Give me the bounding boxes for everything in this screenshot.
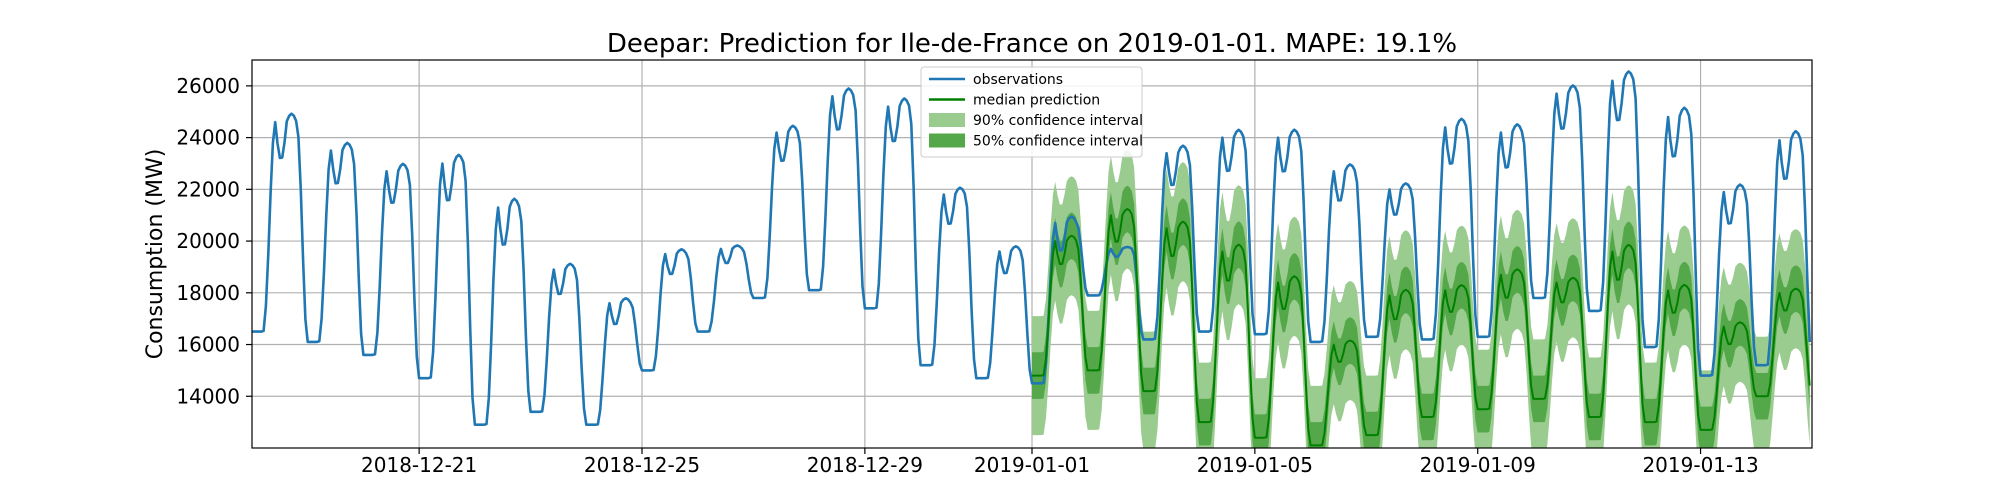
x-tick-label: 2018-12-25 xyxy=(584,453,700,477)
confidence-bands xyxy=(1032,149,1810,448)
legend-label: 50% confidence interval xyxy=(973,134,1143,150)
x-tick-label: 2018-12-29 xyxy=(807,453,923,477)
y-tick-label: 14000 xyxy=(176,384,240,408)
legend-patch-swatch xyxy=(929,113,965,127)
legend-patch-swatch xyxy=(929,133,965,148)
y-tick-label: 22000 xyxy=(176,177,240,201)
legend-label: median prediction xyxy=(973,93,1100,109)
x-tick-label: 2019-01-01 xyxy=(974,453,1090,477)
x-tick-label: 2018-12-21 xyxy=(361,453,477,477)
legend-label: observations xyxy=(973,72,1063,88)
ci90-band xyxy=(1032,149,1810,448)
legend-label: 90% confidence interval xyxy=(973,113,1143,129)
chart-title: Deepar: Prediction for Ile-de-France on … xyxy=(607,29,1457,59)
y-tick-label: 20000 xyxy=(176,229,240,253)
observations-line xyxy=(252,70,1811,426)
legend: observations median prediction 90% confide… xyxy=(920,66,1143,158)
x-tick-label: 2019-01-09 xyxy=(1420,453,1536,477)
ci50-band xyxy=(1032,185,1810,448)
y-tick-label: 24000 xyxy=(176,126,240,150)
y-tick-label: 16000 xyxy=(176,333,240,357)
legend-box xyxy=(920,66,1143,158)
x-tick-label: 2019-01-13 xyxy=(1642,453,1758,477)
y-tick-label: 18000 xyxy=(176,281,240,305)
median-prediction-line xyxy=(1032,208,1811,447)
x-tick-label: 2019-01-05 xyxy=(1197,453,1313,477)
series-lines xyxy=(252,70,1811,447)
y-tick-label: 26000 xyxy=(176,74,240,98)
axis-ticks: 14000 16000 18000 20000 22000 24000 26000 2018-… xyxy=(176,74,1758,477)
y-axis-label: Consumption (MW) xyxy=(143,149,168,360)
